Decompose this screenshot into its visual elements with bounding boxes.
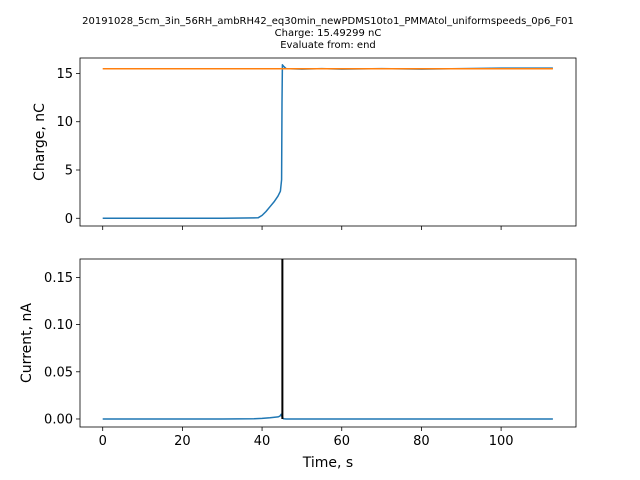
panel-1-frame: [79, 57, 577, 227]
panel-1-y-tick-label: 0: [65, 212, 73, 227]
panel-2-y-tick-label: 0.00: [44, 412, 73, 427]
panel-2-x-tick-label: 40: [254, 434, 271, 449]
panel-2-y-tick-label: 0.05: [44, 365, 73, 380]
title-line-charge: Charge: 15.49299 nC: [274, 28, 382, 39]
panel-2-frame: [79, 258, 577, 428]
panel-1-y-axis-label: Charge, nC: [32, 103, 48, 181]
panel-1-y-tick-label: 5: [65, 164, 73, 179]
panel-2-x-tick-label: 20: [174, 434, 191, 449]
panel-1-y-tick-label: 10: [56, 115, 73, 130]
panel-2-x-tick-label: 80: [413, 434, 430, 449]
title-line-evaluate: Evaluate from: end: [280, 40, 376, 51]
panel-2-x-tick-label: 100: [489, 434, 514, 449]
panel-2-x-tick-label: 0: [99, 434, 107, 449]
panel-2-y-axis-label: Current, nA: [19, 303, 35, 383]
panel-1-series-1-line: [102, 64, 553, 220]
panel-2-series-1-line: [102, 413, 553, 420]
title-line-run: 20191028_5cm_3in_56RH_ambRH42_eq30min_ne…: [82, 16, 574, 27]
panel-2-x-tick-label: 60: [333, 434, 350, 449]
panel-2-y-tick-label: 0.10: [44, 318, 73, 333]
panel-2-x-axis-label: Time, s: [302, 455, 353, 471]
panel-2-y-tick-label: 0.15: [44, 271, 73, 286]
panel-1-y-tick-label: 15: [56, 67, 73, 82]
